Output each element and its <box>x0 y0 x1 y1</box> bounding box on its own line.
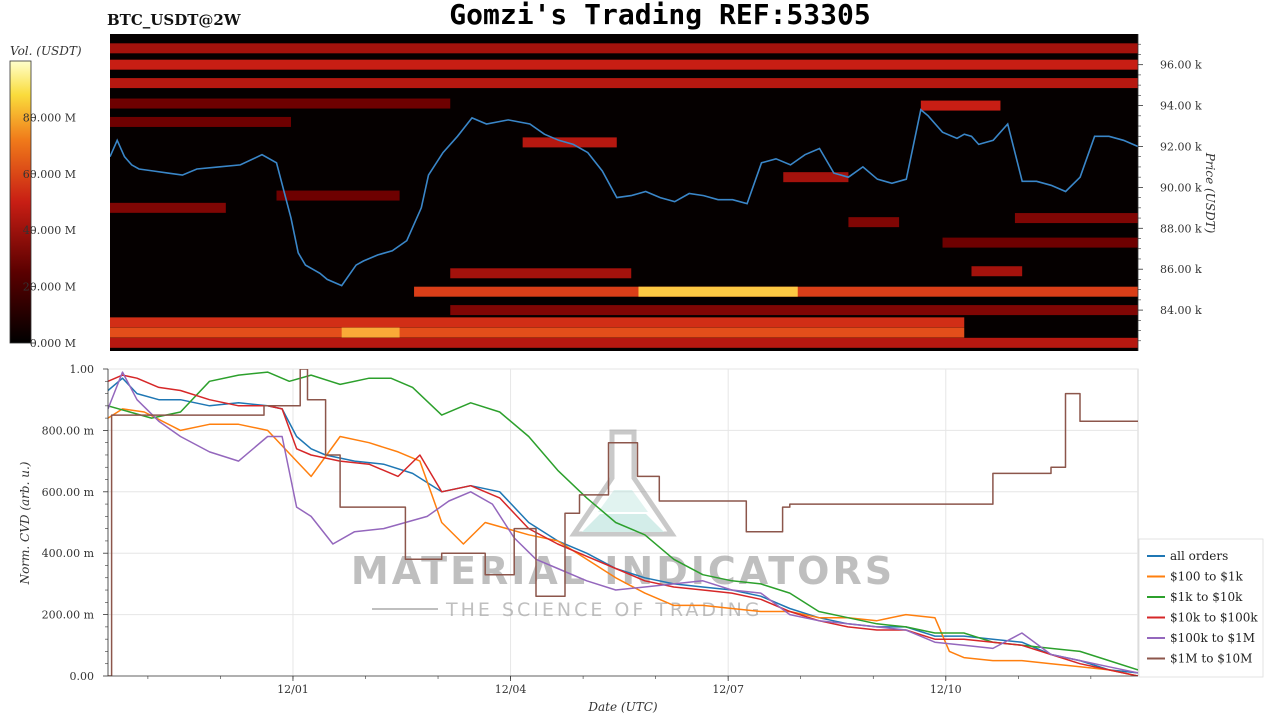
cvd-series-line <box>108 371 1138 671</box>
price-tick-label: 92.00 k <box>1160 140 1202 153</box>
cvd-series <box>108 369 1138 676</box>
cvd-x-tick-label: 12/10 <box>930 683 962 696</box>
legend-items: all orders $100 to $1k $1k to $10k $10k to … <box>1147 549 1258 666</box>
price-tick-label: 84.00 k <box>1160 304 1202 317</box>
heatmap-band <box>920 100 1001 111</box>
heatmap-band <box>110 327 965 338</box>
colorbar-tick-label: 20.000 M <box>23 281 76 294</box>
price-tick-label: 94.00 k <box>1160 100 1202 113</box>
watermark-sub: THE SCIENCE OF TRADING <box>445 599 763 621</box>
price-tick-label: 88.00 k <box>1160 222 1202 235</box>
heatmap-band <box>942 237 1138 248</box>
heatmap-band <box>450 305 1138 316</box>
legend-label: $10k to $100k <box>1170 611 1258 625</box>
cvd-series-line <box>108 374 1138 676</box>
heatmap-band <box>110 317 965 328</box>
cvd-x-tick-label: 12/04 <box>495 683 527 696</box>
cvd-y-tick-label: 1.00 <box>70 363 95 376</box>
legend-label: $100 to $1k <box>1170 570 1243 584</box>
cvd-series-line <box>108 408 1138 676</box>
flask-icon <box>569 429 677 537</box>
heatmap-bands <box>110 43 1138 348</box>
price-line <box>110 108 1138 287</box>
heatmap-band <box>638 286 798 297</box>
colorbar-gradient <box>9 60 32 344</box>
cvd-y-tick-label: 600.00 m <box>42 486 95 499</box>
chart-title: Gomzi's Trading REF:53305 <box>449 0 870 31</box>
price-tick-label: 86.00 k <box>1160 263 1202 276</box>
colorbar-tick-label: 0.000 M <box>30 337 76 350</box>
heatmap-band <box>110 116 291 127</box>
cvd-series-line <box>108 377 1138 674</box>
price-tick-label: 96.00 k <box>1160 59 1202 72</box>
heatmap-band <box>276 190 400 201</box>
colorbar-tick-label: 60.000 M <box>23 168 76 181</box>
cvd-y-tick-label: 0.00 <box>70 670 95 683</box>
colorbar-ticks: 0.000 M 20.000 M 40.000 M 60.000 M 80.000 M <box>23 111 76 350</box>
heatmap-band <box>450 268 632 279</box>
legend: all orders $100 to $1k $1k to $10k $10k to … <box>1138 538 1264 678</box>
colorbar: Vol. (USDT) 0.000 M 20.000 M 40.000 M 60.00… <box>9 44 82 350</box>
pair-label: BTC_USDT@2W <box>107 11 242 29</box>
legend-label: $1M to $10M <box>1170 652 1252 666</box>
heatmap-band <box>522 137 617 148</box>
heatmap-band <box>110 59 1138 70</box>
cvd-y-tick-label: 200.00 m <box>42 609 95 622</box>
legend-label: $100k to $1M <box>1170 631 1255 645</box>
price-axis-label: Price (USDT) <box>1203 152 1217 234</box>
colorbar-tick-label: 40.000 M <box>23 224 76 237</box>
legend-box <box>1138 538 1264 678</box>
heatmap-band <box>110 202 226 213</box>
cvd-x-axis-label: Date (UTC) <box>587 700 657 714</box>
cvd-x-axis: 12/01 12/04 12/07 12/10 <box>108 675 1138 696</box>
colorbar-tick-label: 80.000 M <box>23 111 76 124</box>
cvd-x-tick-label: 12/01 <box>277 683 309 696</box>
cvd-panel: MATERIAL INDICATORS THE SCIENCE OF TRADI… <box>18 363 1139 714</box>
heatmap-band <box>783 172 849 183</box>
cvd-y-axis: 0.00 200.00 m 400.00 m 600.00 m 800.00 m 1.00 <box>42 363 109 683</box>
price-tick-label: 90.00 k <box>1160 181 1202 194</box>
cvd-y-tick-label: 400.00 m <box>42 547 95 560</box>
heatmap-band <box>110 98 451 109</box>
legend-label: all orders <box>1170 549 1228 563</box>
colorbar-label: Vol. (USDT) <box>10 44 82 58</box>
heatmap-band <box>971 266 1023 277</box>
cvd-x-tick-label: 12/07 <box>712 683 744 696</box>
heatmap-band <box>110 43 1138 54</box>
price-axis: 84.00 k 86.00 k 88.00 k 90.00 k 92.00 k 94.00… <box>1137 34 1202 351</box>
cvd-y-tick-label: 800.00 m <box>42 424 95 437</box>
heatmap-band <box>110 78 1138 89</box>
heatmap-band <box>1014 213 1138 224</box>
cvd-series-line <box>108 369 1138 676</box>
heatmap-panel: 84.00 k 86.00 k 88.00 k 90.00 k 92.00 k 94.00… <box>110 34 1217 351</box>
cvd-series-line <box>108 371 1138 674</box>
heatmap-band <box>341 327 400 338</box>
heatmap-band <box>110 337 1138 348</box>
cvd-y-axis-label: Norm. CVD (arb. u.) <box>18 461 32 585</box>
cvd-plot-area <box>107 368 1139 677</box>
legend-label: $1k to $10k <box>1170 590 1243 604</box>
heatmap-band <box>848 217 900 228</box>
